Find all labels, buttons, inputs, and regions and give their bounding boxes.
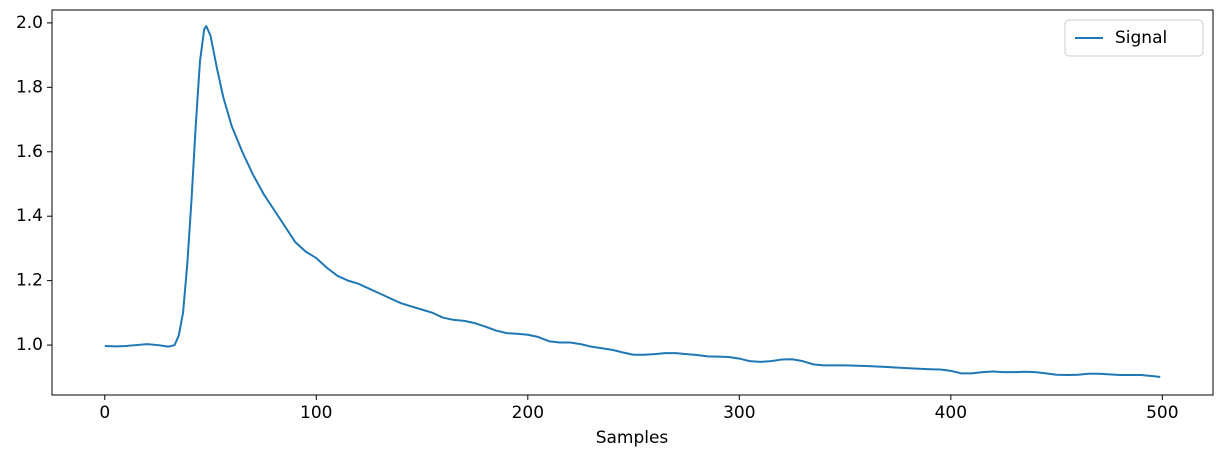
y-tick-label: 1.0 [16,335,43,355]
y-tick-label: 1.2 [16,271,43,291]
x-tick-label: 100 [300,403,332,423]
y-tick-label: 1.6 [16,142,43,162]
y-tick-label: 1.8 [16,77,43,97]
legend-box [1064,19,1204,57]
x-axis-label: Samples [596,428,669,448]
x-tick-label: 0 [99,403,110,423]
plot-frame [51,9,1214,396]
y-tick-label: 1.4 [16,206,43,226]
x-tick-label: 400 [935,403,967,423]
legend-label: Signal [1115,28,1167,48]
y-tick-label: 2.0 [16,13,43,33]
x-tick-label: 200 [512,403,544,423]
x-tick-label: 500 [1146,403,1178,423]
x-tick-label: 300 [723,403,755,423]
signal-line [104,25,1161,378]
